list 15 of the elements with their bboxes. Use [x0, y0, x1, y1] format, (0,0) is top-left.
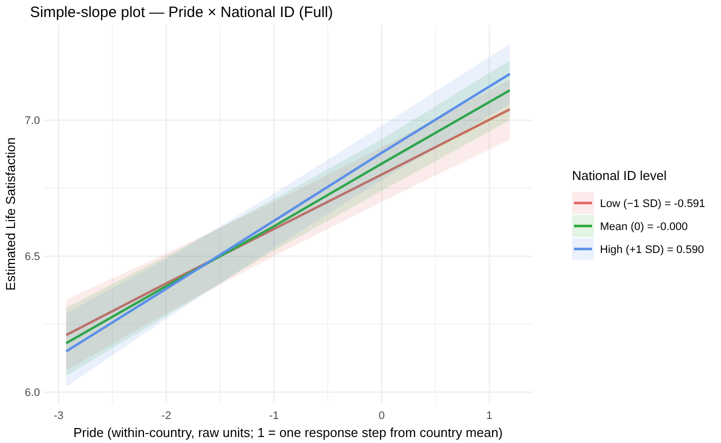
x-tick-label: 0: [378, 410, 385, 422]
x-tick-label: -1: [269, 410, 279, 422]
x-tick-label: -3: [54, 410, 64, 422]
y-axis-title: Estimated Life Satisfaction: [3, 137, 18, 291]
legend-label: Low (−1 SD) = -0.591: [600, 198, 706, 210]
x-axis-title: Pride (within-country, raw units; 1 = one response step from country mean): [73, 425, 503, 440]
y-tick-label: 6.0: [24, 386, 40, 399]
x-tick-label: 1: [486, 410, 492, 422]
legend-title: National ID level: [572, 168, 667, 183]
x-tick-label: -2: [161, 410, 172, 422]
y-tick-label: 6.5: [24, 251, 40, 263]
chart-title: Simple-slope plot — Pride × National ID (Full): [30, 4, 334, 21]
legend-label: High (+1 SD) = 0.590: [600, 244, 704, 256]
legend-label: Mean (0) = -0.000: [600, 220, 688, 233]
y-tick-label: 7.0: [24, 115, 40, 128]
